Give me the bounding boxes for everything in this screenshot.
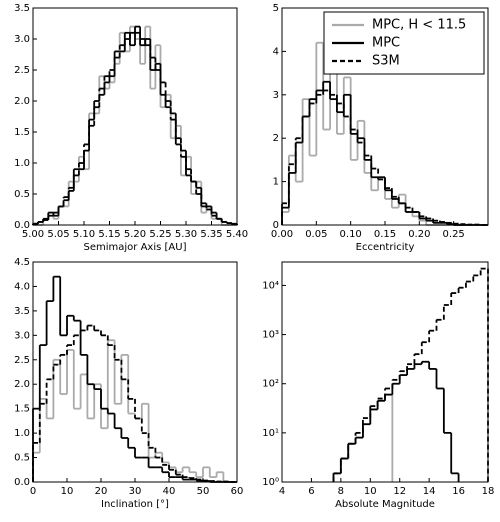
x-tick-label: 14 — [423, 486, 436, 497]
histogram-riser — [42, 26, 223, 225]
x-tick-label: 5.35 — [200, 229, 222, 240]
x-tick-label: 0.25 — [443, 229, 465, 240]
x-axis-label: Inclination [°] — [101, 499, 169, 510]
y-tick-label: 5 — [273, 3, 279, 14]
x-tick-label: 10 — [61, 486, 74, 497]
x-axis-label: Eccentricity — [356, 242, 415, 253]
panel: 4 6 8 10 12 14 16 18 10⁰ 10¹ 10² 10³ 10⁴ Absolute Mag… — [262, 261, 495, 510]
x-tick-label: 0.10 — [340, 229, 362, 240]
y-tick-label: 3.0 — [14, 330, 30, 341]
histogram-riser — [32, 276, 211, 482]
y-tick-label: 3.5 — [14, 3, 30, 14]
x-tick-label: 10 — [364, 486, 377, 497]
y-tick-label: 2.0 — [14, 96, 30, 107]
x-axis-label: Absolute Magnitude — [335, 499, 435, 510]
histogram-riser — [32, 325, 232, 482]
x-tick-label: 5.30 — [175, 229, 197, 240]
x-tick-label: 50 — [197, 486, 210, 497]
y-tick-label: 3.0 — [14, 34, 30, 45]
histogram-riser — [332, 268, 489, 482]
y-tick-label: 0 — [273, 220, 279, 231]
x-tick-label: 4 — [279, 486, 285, 497]
x-tick-label: 5.05 — [47, 229, 69, 240]
histogram-riser — [281, 90, 483, 225]
x-tick-label: 12 — [393, 486, 406, 497]
y-tick-label: 1.0 — [14, 158, 30, 169]
x-tick-label: 5.15 — [98, 229, 120, 240]
y-tick-label: 4 — [273, 46, 279, 57]
y-tick-label: 2.0 — [14, 379, 30, 390]
x-tick-label: 0.15 — [374, 229, 396, 240]
x-tick-label: 18 — [482, 486, 495, 497]
x-tick-label: 6 — [308, 486, 314, 497]
legend-label: MPC, H < 11.5 — [372, 18, 466, 33]
x-tick-label: 5.10 — [73, 229, 95, 240]
histogram-riser — [32, 32, 238, 225]
panel: 0.00 0.05 0.10 0.15 0.20 0.25 0 1 2 3 4 5 Eccentrici… — [271, 3, 489, 253]
x-tick-label: 5.20 — [124, 229, 146, 240]
y-tick-label: 0.5 — [14, 453, 30, 464]
x-tick-label: 0.05 — [305, 229, 327, 240]
histogram-riser — [332, 361, 460, 482]
x-tick-label: 8 — [338, 486, 344, 497]
panel: 5.00 5.05 5.10 5.15 5.20 5.25 5.30 5.35 5.40 0.0 0… — [14, 3, 248, 253]
x-tick-label: 60 — [231, 486, 244, 497]
x-tick-label: 40 — [163, 486, 176, 497]
x-axis-label: Semimajor Axis [AU] — [84, 242, 187, 253]
y-tick-label: 0.5 — [14, 189, 30, 200]
x-tick-label: 16 — [452, 486, 465, 497]
x-tick-label: 30 — [129, 486, 142, 497]
axes-frame — [32, 261, 238, 483]
x-tick-label: 0.20 — [408, 229, 430, 240]
y-tick-label: 4.0 — [14, 281, 30, 292]
y-tick-label: 1.5 — [14, 127, 30, 138]
y-tick-label: 10⁰ — [262, 477, 279, 488]
axes-frame — [281, 261, 489, 483]
y-tick-label: 2.5 — [14, 355, 30, 366]
y-tick-label: 10⁴ — [262, 280, 279, 291]
y-tick-label: 10¹ — [262, 428, 279, 439]
legend-label: MPC — [372, 36, 400, 51]
y-tick-label: 0.0 — [14, 477, 30, 488]
y-tick-label: 3.5 — [14, 306, 30, 317]
axes-frame — [281, 7, 489, 226]
y-tick-label: 2 — [273, 133, 279, 144]
y-tick-label: 1 — [273, 177, 279, 188]
x-tick-label: 0 — [30, 486, 36, 497]
x-tick-label: 5.25 — [149, 229, 171, 240]
y-tick-label: 3 — [273, 90, 279, 101]
panel: 0 10 20 30 40 50 60 0.0 0.5 1.0 1.5 2.0 2.5 3.0 3.5 4.0… — [14, 257, 243, 510]
x-tick-label: 20 — [95, 486, 108, 497]
y-tick-label: 4.5 — [14, 257, 30, 268]
legend-label: S3M — [372, 54, 400, 69]
x-tick-label: 5.00 — [22, 229, 44, 240]
y-tick-label: 10² — [262, 379, 279, 390]
histogram-riser — [32, 26, 238, 225]
y-tick-label: 2.5 — [14, 65, 30, 76]
axes-frame — [32, 7, 238, 226]
x-tick-label: 5.40 — [226, 229, 248, 240]
y-tick-label: 1.5 — [14, 404, 30, 415]
y-tick-label: 10³ — [262, 330, 279, 341]
x-tick-label: 0.00 — [271, 229, 293, 240]
y-tick-label: 0.0 — [14, 220, 30, 231]
y-tick-label: 1.0 — [14, 428, 30, 439]
